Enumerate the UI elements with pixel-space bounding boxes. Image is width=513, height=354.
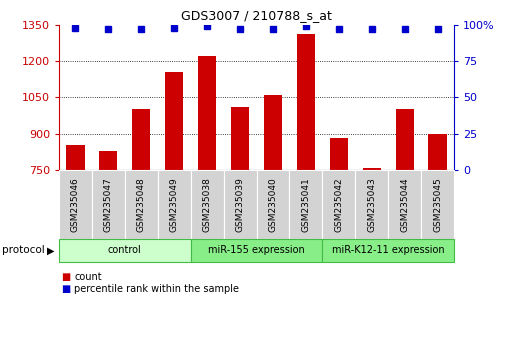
Bar xyxy=(59,239,191,262)
Text: GSM235040: GSM235040 xyxy=(268,177,278,232)
Text: miR-155 expression: miR-155 expression xyxy=(208,245,305,256)
Text: percentile rank within the sample: percentile rank within the sample xyxy=(74,284,240,293)
Bar xyxy=(355,170,388,239)
Bar xyxy=(191,170,224,239)
Text: protocol: protocol xyxy=(2,245,44,256)
Bar xyxy=(132,109,150,170)
Title: GDS3007 / 210788_s_at: GDS3007 / 210788_s_at xyxy=(181,9,332,22)
Bar xyxy=(59,170,92,239)
Bar xyxy=(264,95,282,170)
Bar xyxy=(231,107,249,170)
Bar xyxy=(92,170,125,239)
Bar xyxy=(165,72,183,170)
Bar xyxy=(322,239,454,262)
Text: GSM235043: GSM235043 xyxy=(367,177,376,232)
Bar xyxy=(428,133,447,170)
Bar xyxy=(224,170,256,239)
Text: ■: ■ xyxy=(62,284,71,293)
Text: GSM235048: GSM235048 xyxy=(137,177,146,232)
Bar xyxy=(363,167,381,170)
Text: GSM235041: GSM235041 xyxy=(301,177,310,232)
Bar xyxy=(100,150,117,170)
Bar xyxy=(191,239,322,262)
Bar xyxy=(66,144,85,170)
Text: GSM235047: GSM235047 xyxy=(104,177,113,232)
Text: GSM235045: GSM235045 xyxy=(433,177,442,232)
Text: GSM235042: GSM235042 xyxy=(334,177,343,232)
Text: GSM235039: GSM235039 xyxy=(235,177,245,232)
Bar xyxy=(256,170,289,239)
Bar xyxy=(396,109,413,170)
Text: ▶: ▶ xyxy=(47,245,54,256)
Bar xyxy=(289,170,322,239)
Text: count: count xyxy=(74,272,102,282)
Bar xyxy=(198,56,216,170)
Text: miR-K12-11 expression: miR-K12-11 expression xyxy=(332,245,444,256)
Bar xyxy=(421,170,454,239)
Bar xyxy=(388,170,421,239)
Bar xyxy=(330,138,348,170)
Bar xyxy=(322,170,355,239)
Text: control: control xyxy=(108,245,142,256)
Text: GSM235049: GSM235049 xyxy=(170,177,179,232)
Text: GSM235046: GSM235046 xyxy=(71,177,80,232)
Text: GSM235044: GSM235044 xyxy=(400,177,409,232)
Bar xyxy=(125,170,158,239)
Bar xyxy=(297,34,315,170)
Bar xyxy=(158,170,191,239)
Text: ■: ■ xyxy=(62,272,71,282)
Text: GSM235038: GSM235038 xyxy=(203,177,212,232)
